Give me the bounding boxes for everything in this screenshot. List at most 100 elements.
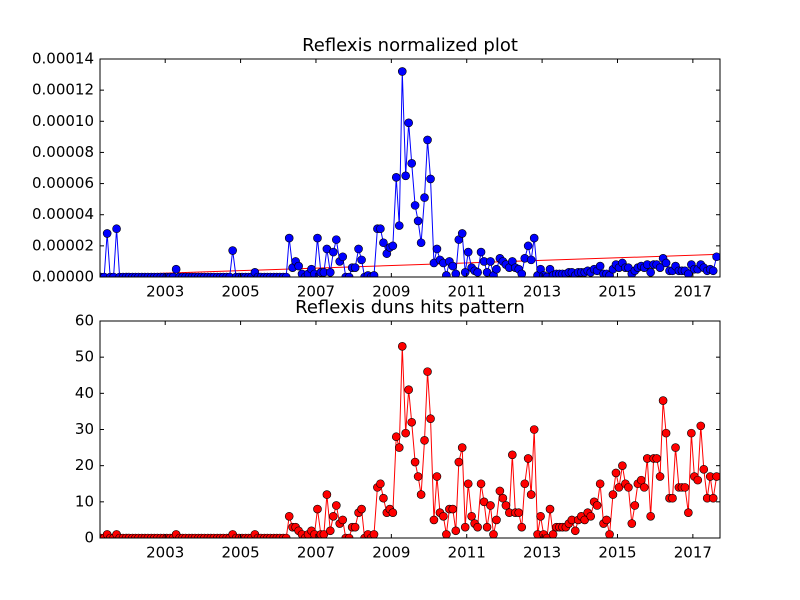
data-point [420,193,429,202]
data-point [671,443,680,452]
data-point [442,271,451,277]
data-point [473,522,482,532]
data-point [322,490,332,499]
y-tick-label: 0.00002 [32,236,94,254]
data-point [460,522,470,532]
plot-area [100,342,720,538]
data-point [432,472,442,481]
y-tick-label: 40 [75,384,94,402]
data-point [284,511,294,521]
x-tick-label: 2005 [221,283,259,301]
data-point [225,272,234,277]
data-point [684,269,693,277]
data-point [350,522,360,532]
chart-title: Reflexis normalized plot [302,35,518,56]
data-point [338,515,348,525]
data-point [451,526,461,536]
data-point [608,490,618,499]
data-point [413,216,423,226]
data-point [388,508,398,517]
data-point [344,533,354,538]
data-point [545,504,555,514]
x-tick-label: 2009 [372,283,410,301]
data-point [476,479,486,489]
data-point [473,268,482,277]
x-tick-label: 2007 [297,283,335,301]
data-point [404,385,413,395]
data-point [228,246,237,255]
data-point [658,396,668,405]
data-point [479,497,489,507]
data-point [457,443,467,452]
data-point [482,522,492,532]
data-point [423,135,432,145]
data-point [595,261,605,271]
data-point [517,522,527,532]
data-point [492,264,501,274]
y-tick-label: 0.00010 [32,112,94,130]
data-point [457,229,467,238]
data-point [661,258,671,268]
data-point [407,417,416,427]
x-tick-label: 2005 [221,544,259,562]
data-point [699,464,709,474]
data-point [294,261,303,271]
data-point [448,504,458,514]
y-tick-label: 30 [75,420,94,438]
data-point [416,490,426,499]
data-point [652,454,661,463]
data-point [548,530,558,538]
y-tick-label: 0.00012 [32,81,94,99]
data-point [611,468,621,478]
data-point [423,367,432,376]
data-point [536,511,545,521]
data-point [501,501,511,510]
data-point [630,501,640,510]
data-point [410,201,420,210]
y-tick-label: 0.00008 [32,143,94,161]
data-point [313,504,322,514]
data-point [570,526,580,536]
data-point [404,118,413,128]
data-point [454,457,464,467]
data-point [712,252,720,262]
data-point [595,479,605,489]
data-point [467,511,476,521]
data-line [100,253,717,276]
data-point [523,454,533,463]
data-point [463,479,473,489]
data-point [376,479,385,489]
data-point [439,511,448,521]
data-point [708,493,718,503]
y-tick-label: 0.00014 [32,50,94,68]
data-point [429,515,439,525]
data-point [329,511,338,521]
y-tick-label: 20 [75,456,94,474]
data-point [420,436,429,445]
data-point [646,511,655,521]
x-tick-label: 2009 [372,544,410,562]
data-point [448,261,458,271]
data-point [655,263,665,272]
data-point [388,241,398,251]
data-point [325,526,335,536]
data-point [618,461,627,470]
data-point [627,519,637,528]
x-tick-label: 2015 [598,283,636,301]
data-point [379,493,388,503]
x-tick-label: 2003 [146,283,184,301]
data-point [376,224,385,234]
x-tick-label: 2013 [523,283,561,301]
data-point [394,221,404,230]
data-point [696,421,706,431]
data-point [369,271,379,277]
data-point [401,428,410,438]
data-point [529,425,539,434]
data-point [319,530,329,538]
x-tick-label: 2013 [523,544,561,562]
data-point [391,173,401,182]
plot-area [100,67,720,277]
data-point [325,268,335,277]
axes-frame [99,58,721,278]
data-point [413,472,423,481]
